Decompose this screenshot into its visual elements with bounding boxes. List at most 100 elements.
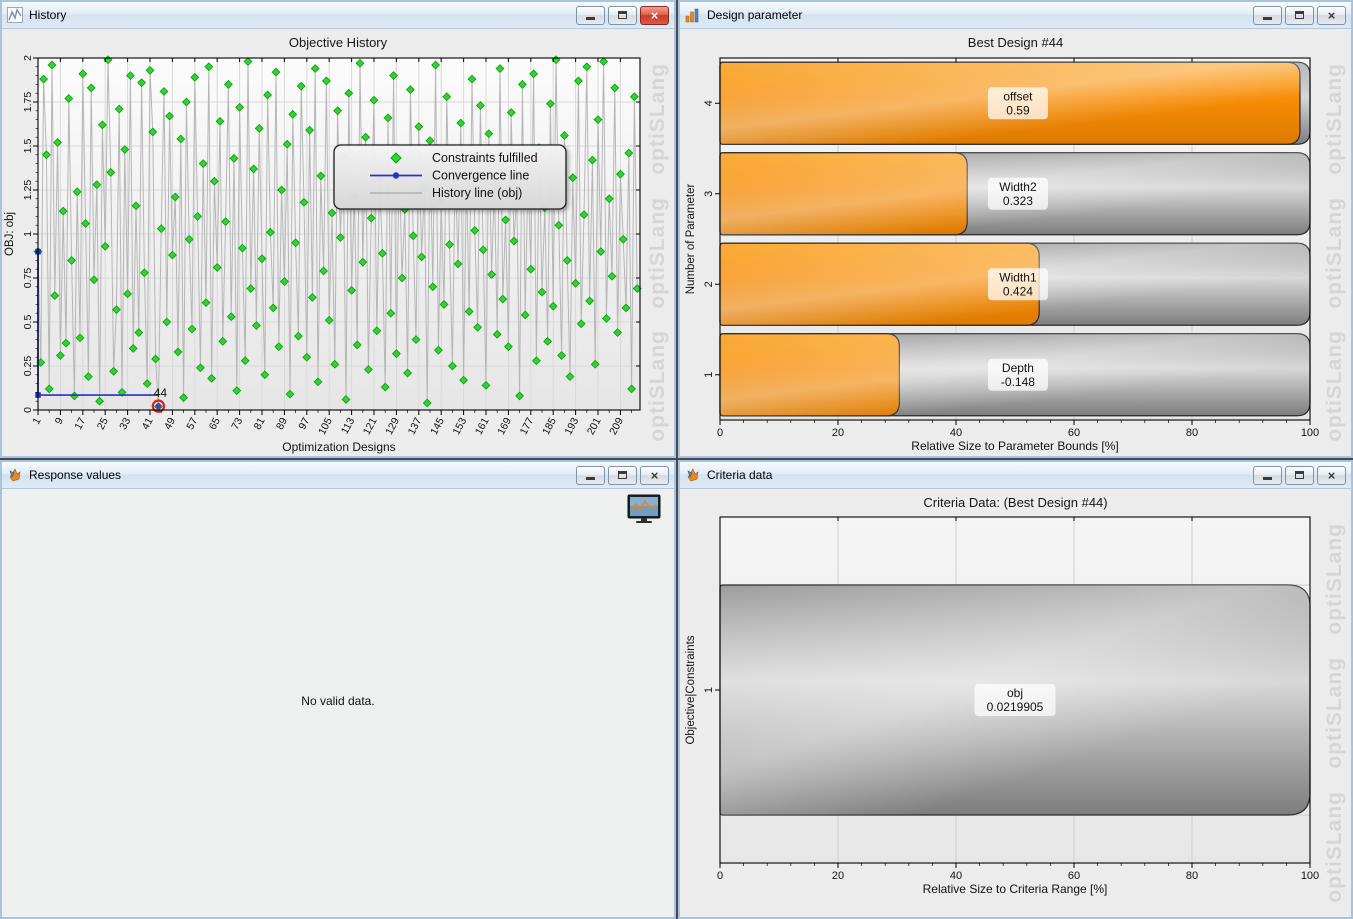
svg-text:73: 73 [229,416,245,432]
close-icon: × [650,467,659,483]
history-content: Objective History 44 1 9 17 25 33 41 49 57 65 73 81… [2,29,674,456]
response-values-icon [7,467,23,483]
svg-text:105: 105 [316,416,335,437]
svg-text:Width2: Width2 [999,180,1037,194]
svg-text:1: 1 [30,416,43,427]
criteria-data-content: Criteria Data: (Best Design #44) obj 0.02… [680,489,1351,917]
svg-text:3: 3 [703,191,715,197]
svg-text:History line (obj): History line (obj) [432,186,522,200]
chart-title: Objective History [288,35,388,50]
minimize-icon [586,477,595,480]
svg-text:113: 113 [339,416,358,437]
chart-title: Best Design #44 [967,35,1064,50]
svg-text:4: 4 [703,100,715,106]
maximize-button[interactable] [608,465,637,485]
objective-history-chart: 441 9 17 25 33 41 49 57 65 73 81 89 97 105 113 121 129 13… [4,55,642,454]
svg-text:201: 201 [585,416,604,437]
history-icon [7,7,23,23]
svg-text:0.424: 0.424 [1003,284,1033,298]
svg-text:0.323: 0.323 [1003,194,1033,208]
criteria-data-window: Criteria data × Criteria Data: (Best Des… [678,460,1353,919]
svg-text:1: 1 [22,231,34,237]
design-parameter-titlebar[interactable]: Design parameter × [680,2,1351,29]
svg-text:153: 153 [450,416,469,437]
design-parameter-icon [685,7,701,23]
svg-text:0: 0 [22,407,34,413]
svg-text:0: 0 [717,870,723,882]
svg-text:80: 80 [1186,870,1198,882]
svg-text:1.25: 1.25 [22,180,34,201]
svg-text:0.25: 0.25 [22,356,34,377]
no-valid-data-message: No valid data. [301,694,375,708]
svg-text:25: 25 [95,416,111,432]
maximize-button[interactable] [608,5,637,25]
svg-text:1.5: 1.5 [22,139,34,154]
svg-text:-0.148: -0.148 [1001,375,1035,389]
svg-text:Constraints fulfilled: Constraints fulfilled [432,151,538,165]
svg-text:57: 57 [184,416,200,432]
minimize-icon [1263,477,1272,480]
minimize-button[interactable] [1253,5,1282,25]
svg-text:Optimization Designs: Optimization Designs [282,440,395,454]
svg-text:60: 60 [1068,427,1080,439]
close-icon: × [1327,467,1336,483]
criteria-data-icon [685,467,701,483]
criteria-data-titlebar[interactable]: Criteria data × [680,462,1351,489]
minimize-button[interactable] [576,5,605,25]
design-parameter-window: Design parameter × Best Design #44 offse… [678,0,1353,458]
svg-text:145: 145 [428,416,447,437]
svg-text:Relative Size to Parameter Bou: Relative Size to Parameter Bounds [%] [911,439,1118,453]
svg-text:0: 0 [717,427,723,439]
svg-text:Number of Parameter: Number of Parameter [685,184,697,295]
svg-text:81: 81 [252,416,268,432]
svg-text:97: 97 [296,416,312,432]
design-parameter-content: Best Design #44 offset 0.59 Width2 0.323 Wid… [680,29,1351,456]
response-values-content: No valid data. [2,489,674,917]
svg-text:177: 177 [518,416,537,437]
maximize-button[interactable] [1285,5,1314,25]
minimize-button[interactable] [1253,465,1282,485]
close-button[interactable]: × [640,5,669,25]
svg-text:1: 1 [703,687,715,693]
svg-text:44: 44 [154,386,168,400]
svg-text:100: 100 [1301,427,1319,439]
svg-text:0.75: 0.75 [22,268,34,289]
minimize-icon [1263,17,1272,20]
svg-text:Convergence line: Convergence line [432,169,529,183]
svg-text:121: 121 [361,416,380,437]
svg-text:193: 193 [562,416,581,437]
svg-text:2: 2 [22,55,34,61]
svg-text:89: 89 [274,416,290,432]
window-title: Design parameter [707,8,803,22]
svg-text:185: 185 [540,416,559,437]
svg-text:2: 2 [703,281,715,287]
svg-text:40: 40 [950,427,962,439]
close-button[interactable]: × [1317,465,1346,485]
close-icon: × [1327,7,1336,23]
history-titlebar[interactable]: History × [2,2,674,29]
monitor-chart-icon [627,494,661,523]
svg-text:0.59: 0.59 [1006,103,1030,117]
svg-text:1.75: 1.75 [22,92,34,113]
svg-text:129: 129 [383,416,402,437]
close-button[interactable]: × [1317,5,1346,25]
maximize-icon [618,11,627,19]
svg-text:137: 137 [406,416,425,437]
svg-text:0.5: 0.5 [22,315,34,330]
svg-text:169: 169 [495,416,514,437]
window-title: Criteria data [707,468,773,482]
svg-text:OBJ: obj: OBJ: obj [4,212,16,256]
show-plot-button[interactable] [627,494,661,524]
minimize-button[interactable] [576,465,605,485]
svg-text:offset: offset [1003,89,1033,103]
chart-title: Criteria Data: (Best Design #44) [923,495,1108,510]
maximize-button[interactable] [1285,465,1314,485]
response-values-titlebar[interactable]: Response values × [2,462,674,489]
minimize-icon [586,17,595,20]
svg-text:Depth: Depth [1002,361,1034,375]
close-button[interactable]: × [640,465,669,485]
svg-text:9: 9 [53,416,66,427]
svg-text:40: 40 [950,870,962,882]
